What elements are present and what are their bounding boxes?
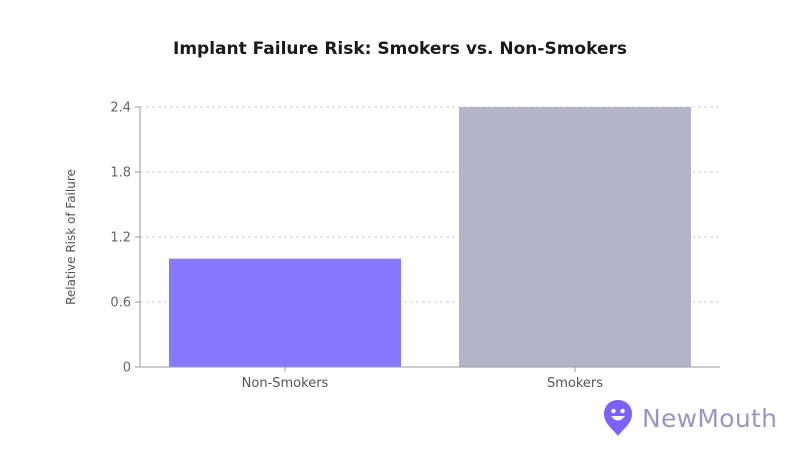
brand-logo: NewMouth [602,398,777,438]
y-tick-labels: 0 0.6 1.2 1.8 2.4 [110,101,131,376]
newmouth-logo-icon [604,400,632,436]
y-tick-label: 1.8 [110,166,131,181]
bar-non-smokers [169,258,401,367]
bars [169,107,691,367]
x-tick-label: Non-Smokers [242,376,329,391]
chart-title: Implant Failure Risk: Smokers vs. Non-Sm… [173,39,627,59]
y-tick-label: 0.6 [110,296,131,311]
y-tick-label: 1.2 [110,231,131,246]
x-tick-label: Smokers [547,376,603,391]
x-tick-labels: Non-Smokers Smokers [242,376,604,391]
y-tick-label: 0 [123,361,131,376]
y-tick-label: 2.4 [110,101,131,116]
y-axis-label: Relative Risk of Failure [64,169,78,305]
bar-smokers [459,107,691,367]
axes [135,106,720,372]
brand-name: NewMouth [642,403,778,433]
